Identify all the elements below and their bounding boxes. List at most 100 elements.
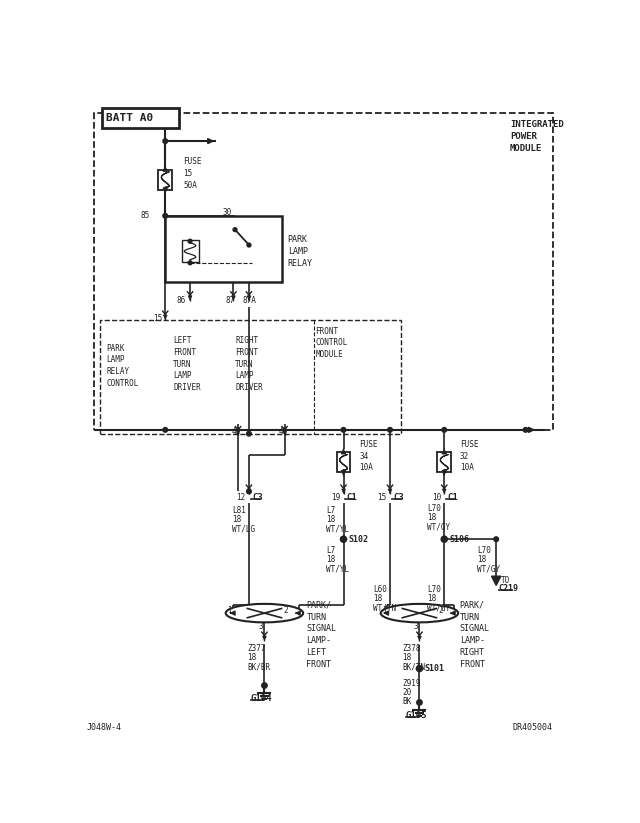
Text: 18: 18: [373, 594, 382, 603]
Circle shape: [188, 239, 192, 243]
Text: 1: 1: [227, 606, 232, 615]
Circle shape: [340, 536, 347, 542]
Circle shape: [441, 536, 447, 542]
Text: 1: 1: [382, 606, 387, 615]
Text: WT/GY: WT/GY: [428, 603, 451, 612]
Text: 85: 85: [140, 212, 150, 221]
Text: WT/GY: WT/GY: [428, 523, 451, 532]
Text: Z919: Z919: [403, 679, 421, 688]
Text: 12: 12: [237, 493, 246, 502]
Text: 19: 19: [331, 493, 340, 502]
Bar: [337, 452, 351, 472]
Circle shape: [442, 428, 447, 432]
Text: L7: L7: [326, 546, 336, 556]
Text: 18: 18: [326, 515, 336, 524]
Text: G105: G105: [406, 711, 427, 720]
Text: G104: G104: [250, 694, 272, 703]
Text: 18: 18: [428, 513, 436, 522]
Text: 18: 18: [428, 594, 436, 603]
Text: BATT A0: BATT A0: [106, 113, 154, 123]
Text: 15: 15: [153, 314, 162, 323]
Text: PARK/
TURN
SIGNAL
LAMP-
RIGHT
FRONT: PARK/ TURN SIGNAL LAMP- RIGHT FRONT: [460, 601, 490, 669]
Text: 18: 18: [232, 515, 241, 524]
Text: 2: 2: [438, 606, 443, 615]
Text: 18: 18: [248, 653, 257, 663]
Circle shape: [246, 431, 252, 436]
Text: 2: 2: [284, 606, 289, 615]
Bar: [158, 170, 172, 189]
Text: L70: L70: [428, 504, 441, 513]
Text: WT/YL: WT/YL: [326, 525, 349, 533]
Text: 86: 86: [176, 296, 186, 305]
Text: TO: TO: [501, 575, 510, 584]
Text: C219: C219: [499, 584, 518, 593]
Text: L70: L70: [428, 585, 441, 593]
Text: BK/TN: BK/TN: [403, 663, 426, 672]
Text: RIGHT
FRONT
TURN
LAMP
DRIVER: RIGHT FRONT TURN LAMP DRIVER: [235, 336, 263, 392]
Text: PARK
LAMP
RELAY
CONTROL: PARK LAMP RELAY CONTROL: [106, 344, 139, 388]
Circle shape: [417, 666, 422, 672]
Circle shape: [262, 683, 267, 688]
Text: Z377: Z377: [248, 644, 266, 653]
Text: 3: 3: [413, 622, 418, 631]
Bar: [100, 320, 401, 434]
Text: DR405004: DR405004: [513, 723, 553, 732]
Text: C3: C3: [252, 493, 263, 502]
Text: Z378: Z378: [403, 644, 421, 653]
Text: FUSE
15
50A: FUSE 15 50A: [183, 157, 202, 190]
Circle shape: [163, 213, 168, 218]
Text: WT/LG: WT/LG: [232, 525, 255, 533]
Text: S106: S106: [450, 535, 470, 544]
Circle shape: [247, 243, 251, 247]
Text: BK/BR: BK/BR: [248, 663, 271, 672]
Text: WT/YL: WT/YL: [326, 565, 349, 574]
Text: L70: L70: [477, 546, 491, 556]
Text: 42: 42: [232, 427, 241, 436]
Bar: [165, 216, 282, 282]
Text: 18: 18: [403, 653, 412, 663]
Text: C1: C1: [447, 493, 458, 502]
Circle shape: [233, 228, 237, 231]
Text: 15: 15: [378, 493, 387, 502]
Text: L60: L60: [373, 585, 387, 593]
Text: PARK/
TURN
SIGNAL
LAMP-
LEFT
FRONT: PARK/ TURN SIGNAL LAMP- LEFT FRONT: [307, 601, 336, 669]
Circle shape: [341, 428, 346, 432]
Text: L7: L7: [326, 506, 336, 515]
Text: L81: L81: [232, 506, 246, 515]
Bar: [182, 240, 198, 262]
Circle shape: [163, 428, 168, 432]
Text: 18: 18: [326, 556, 336, 565]
Text: 30: 30: [223, 208, 232, 217]
Text: C3: C3: [393, 493, 404, 502]
Text: BK: BK: [403, 697, 412, 706]
Bar: [437, 452, 451, 472]
Text: 45: 45: [278, 427, 287, 436]
Text: FUSE
34
10A: FUSE 34 10A: [359, 439, 378, 472]
Text: 87A: 87A: [243, 296, 257, 305]
Circle shape: [163, 139, 168, 143]
Text: LEFT
FRONT
TURN
LAMP
DRIVER: LEFT FRONT TURN LAMP DRIVER: [173, 336, 201, 392]
Ellipse shape: [381, 604, 458, 622]
Text: FUSE
32
10A: FUSE 32 10A: [460, 439, 478, 472]
Text: WT/GY: WT/GY: [477, 565, 500, 574]
Text: PARK
LAMP
RELAY: PARK LAMP RELAY: [288, 235, 313, 267]
Circle shape: [246, 489, 252, 494]
Text: 3: 3: [259, 622, 263, 631]
Text: 87: 87: [226, 296, 235, 305]
Text: INTEGRATED
POWER
MODULE: INTEGRATED POWER MODULE: [510, 120, 564, 153]
Text: FRONT
CONTROL
MODULE: FRONT CONTROL MODULE: [316, 327, 348, 360]
Text: S102: S102: [349, 535, 369, 544]
Circle shape: [417, 700, 422, 705]
Bar: [94, 113, 553, 430]
Text: 18: 18: [477, 556, 486, 565]
Circle shape: [524, 428, 528, 432]
Circle shape: [188, 261, 192, 265]
Text: S101: S101: [425, 664, 445, 673]
Text: J048W-4: J048W-4: [86, 723, 121, 732]
Text: 10: 10: [432, 493, 441, 502]
Text: C1: C1: [347, 493, 357, 502]
Circle shape: [494, 537, 499, 542]
Circle shape: [388, 428, 392, 432]
Polygon shape: [492, 576, 501, 585]
Text: 20: 20: [403, 688, 412, 697]
